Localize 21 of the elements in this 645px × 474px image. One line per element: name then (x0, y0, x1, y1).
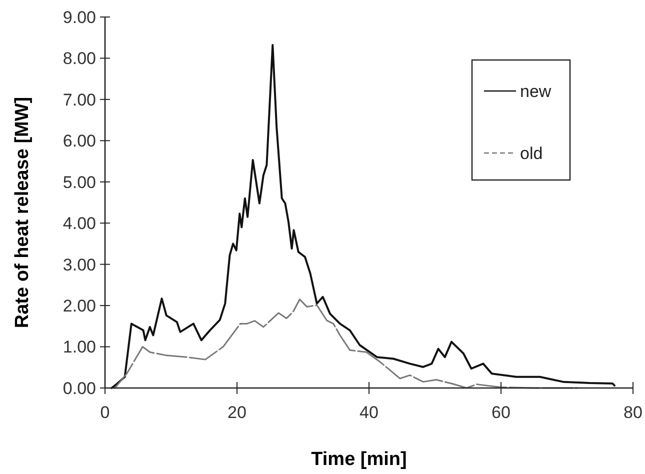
y-tick-label: 6.00 (62, 132, 96, 151)
y-tick-label: 4.00 (62, 214, 96, 234)
y-tick-label: 0.00 (62, 378, 96, 398)
y-tick-label: 9.00 (62, 8, 96, 27)
line-series (114, 298, 578, 389)
x-tick-label: 40 (360, 403, 378, 422)
y-tick-label: 8.00 (62, 49, 96, 68)
y-tick-label: 3.00 (62, 255, 96, 274)
y-tick-label: 1.00 (62, 338, 96, 357)
x-tick-label: 0 (100, 403, 110, 422)
y-tick-label: 7.00 (62, 90, 96, 110)
x-tick-label: 20 (228, 403, 246, 422)
y-tick-label: 2.00 (62, 296, 96, 316)
x-tick-label: 80 (624, 403, 642, 422)
line-series (110, 44, 616, 389)
legend-label: old (520, 144, 543, 163)
y-axis-title: Rate of heat release [MW] (12, 96, 33, 328)
y-tick-label: 5.00 (62, 172, 96, 192)
x-axis-title: Time [min] (311, 449, 407, 470)
x-tick-label: 60 (492, 403, 510, 422)
legend-label: new (520, 82, 552, 101)
